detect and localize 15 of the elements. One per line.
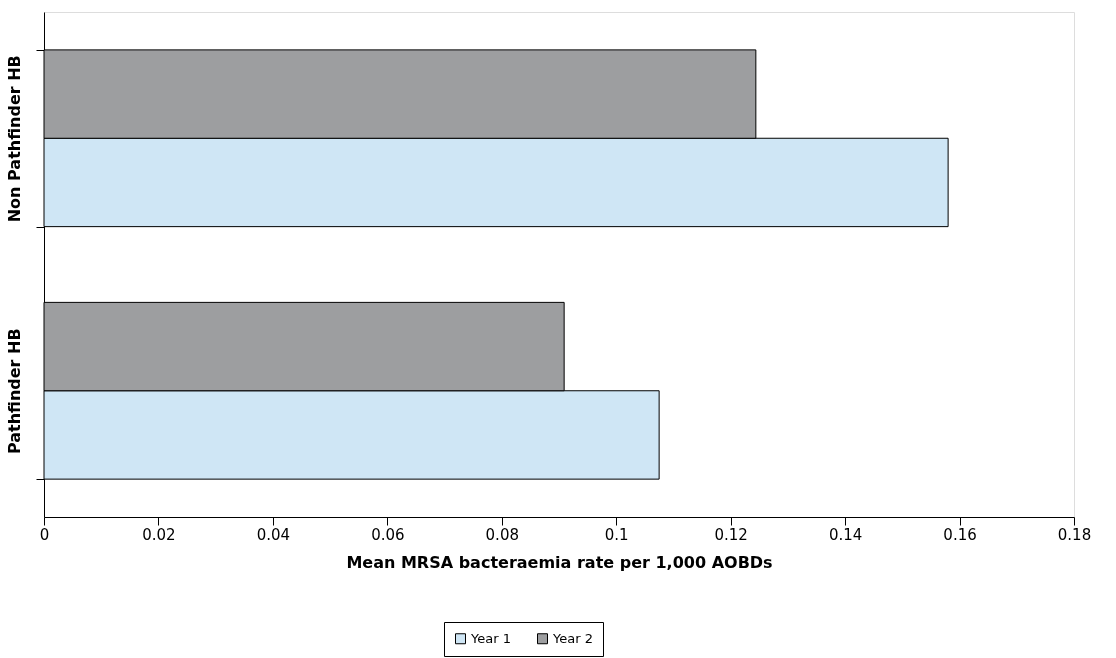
x-tick-label: 0 [39, 525, 50, 544]
x-axis-title: Mean MRSA bacteraemia rate per 1,000 AOBDs [346, 552, 773, 572]
x-tick-label: 0.14 [828, 525, 863, 544]
legend-label: Year 2 [552, 630, 593, 646]
x-tick-label: 0.18 [1057, 525, 1092, 544]
x-tick-label: 0.04 [256, 525, 291, 544]
x-tick-label: 0.06 [371, 525, 405, 544]
x-tick-label: 0.02 [142, 525, 176, 544]
x-tick-label: 0.16 [943, 525, 977, 544]
x-tick-label: 0.12 [714, 525, 748, 544]
y-tick-label: Pathfinder HB [4, 328, 24, 455]
x-tick-label: 0.08 [485, 525, 519, 544]
y-tick-label: Non Pathfinder HB [4, 55, 24, 223]
legend-label: Year 1 [470, 630, 511, 646]
x-tick-label: 0.1 [604, 525, 629, 544]
